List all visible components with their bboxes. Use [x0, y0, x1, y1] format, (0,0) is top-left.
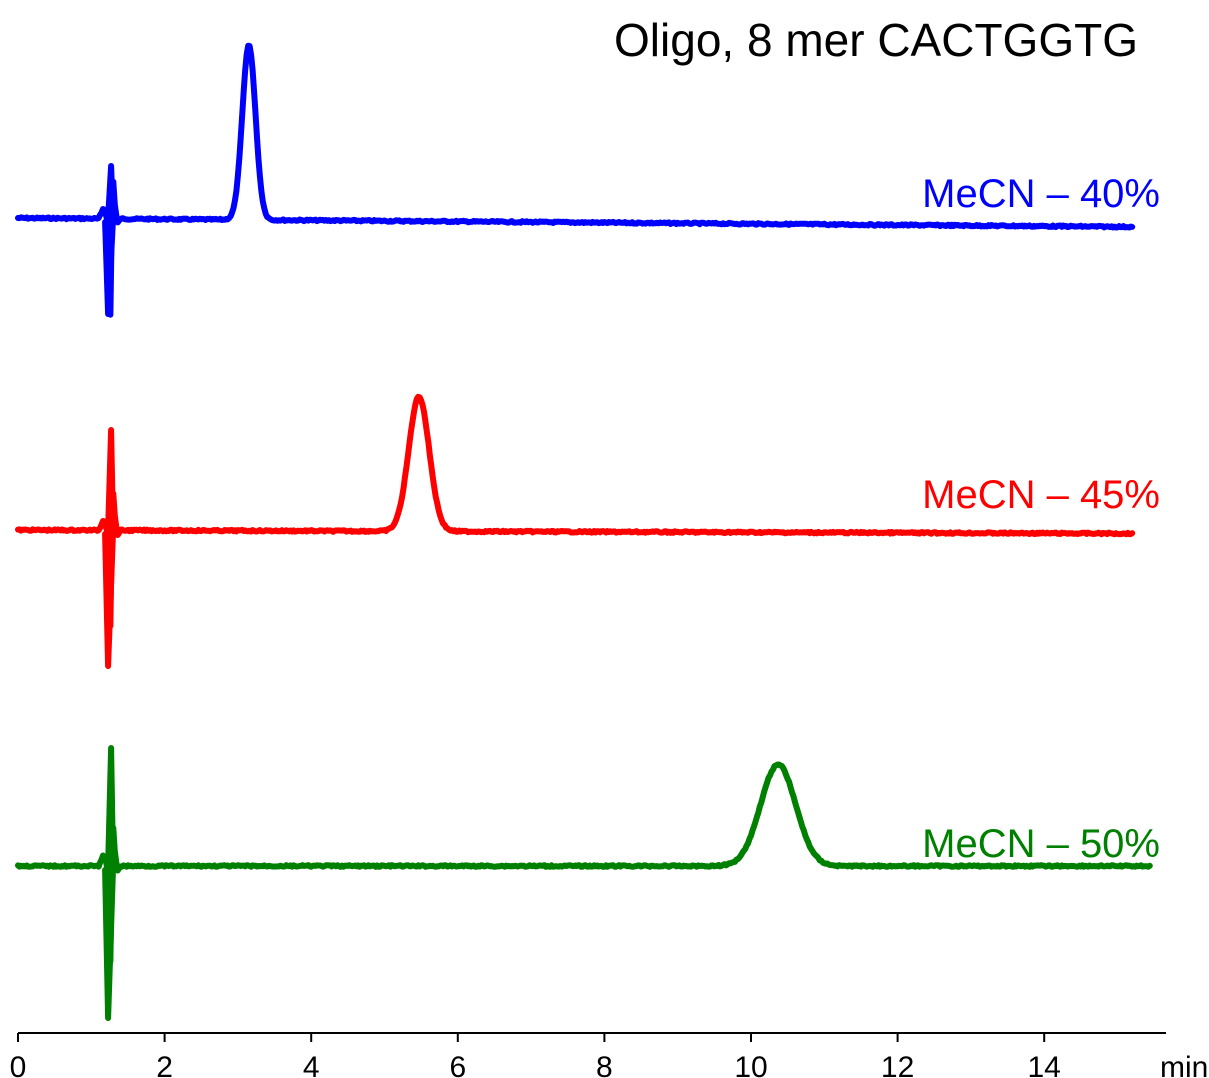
x-tick-label: 12 [881, 1051, 914, 1078]
x-tick-label: 2 [156, 1051, 173, 1078]
x-tick-group: 0 2 4 6 8 10 12 14 [10, 1033, 1061, 1078]
series-label: MeCN – 40% [922, 172, 1160, 216]
x-tick-label: 10 [734, 1051, 767, 1078]
series-label-group: MeCN – 40% MeCN – 45% MeCN – 50% [922, 172, 1160, 866]
solvent-front-spike [102, 163, 117, 317]
x-tick-label: 8 [596, 1051, 613, 1078]
solvent-front-spike [102, 745, 117, 1021]
x-axis: 0 2 4 6 8 10 12 14 min [10, 1032, 1208, 1078]
series-line [15, 42, 1136, 318]
solvent-front-spike [102, 427, 117, 669]
chart-title: Oligo, 8 mer CACTGGTG [614, 14, 1138, 66]
series-label: MeCN – 50% [922, 822, 1160, 866]
x-axis-unit-label: min [1160, 1051, 1208, 1078]
series-line [15, 761, 1153, 965]
series-line [15, 393, 1136, 629]
trace-group [15, 42, 1153, 1021]
x-tick-label: 4 [303, 1051, 320, 1078]
x-tick-label: 14 [1028, 1051, 1061, 1078]
series-label: MeCN – 45% [922, 473, 1160, 517]
x-tick-label: 6 [449, 1051, 466, 1078]
x-tick-label: 0 [10, 1051, 27, 1078]
